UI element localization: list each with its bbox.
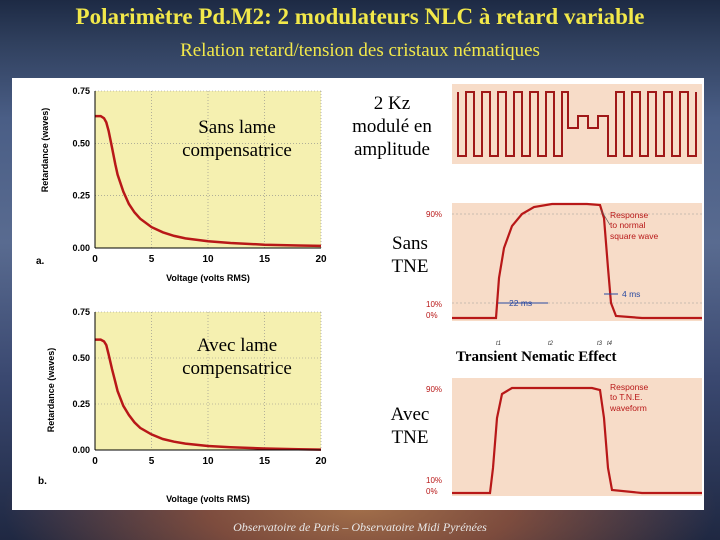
chart-a-ytick-label-0: 0.00 [72, 243, 90, 253]
caption-transient-nematic-effect: Transient Nematic Effect [456, 349, 617, 365]
chart-b-xtick-label-0: 0 [92, 456, 98, 467]
chart-b-series-line [95, 338, 322, 451]
tne-level-10-label: 10% [426, 476, 442, 485]
page-subtitle: Relation retard/tension des cristaux ném… [180, 40, 540, 61]
chart-a-ylabel: Retardance (waves) [40, 108, 50, 193]
response-normal-bg [452, 203, 702, 321]
caption-sans-tne: Sans TNE [391, 233, 429, 277]
chart-b-xtick-label-1: 5 [149, 456, 155, 467]
tne-level-90-label: 90% [426, 385, 442, 394]
time-label-t1: t1 [496, 341, 501, 347]
response-normal-annotation: Response to normal square wave [610, 210, 658, 241]
annotation-pointer [600, 209, 611, 226]
chart-b-xtick-label-4: 20 [315, 456, 327, 467]
figure-panel: 0.00 0.25 0.50 0.75 0 5 10 15 20 Retardance (wav… [12, 78, 704, 510]
chart-a-xtick-label-4: 20 [315, 254, 327, 265]
caption-sans-lame: Sans lame compensatrice [182, 117, 292, 161]
chart-a-series-line [95, 114, 322, 248]
chart-a-ytick-label-2: 0.50 [72, 138, 90, 148]
chart-b-xlabel: Voltage (volts RMS) [166, 494, 250, 504]
chart-a-xtick-label-3: 15 [259, 254, 271, 265]
level-10-label: 10% [426, 300, 442, 309]
footer-credits: Observatoire de Paris – Observatoire Mid… [233, 520, 487, 534]
time-label-t3: t3 [597, 341, 603, 347]
chart-a-ytick-label-1: 0.25 [72, 191, 90, 201]
caption-avec-lame: Avec lame compensatrice [182, 335, 292, 379]
tne-level-0-label: 0% [426, 487, 438, 496]
fall-time-label: 4 ms [622, 289, 640, 299]
chart-a: 0.00 0.25 0.50 0.75 0 5 10 15 20 Retardance (wav… [36, 86, 327, 283]
chart-b-ytick-label-0: 0.00 [72, 445, 90, 455]
rise-time-label: 22 ms [509, 298, 532, 308]
chart-a-xtick-label-0: 0 [92, 254, 98, 265]
square-wave-line [457, 91, 697, 157]
chart-b-ytick-label-3: 0.75 [72, 307, 90, 317]
chart-b-ylabel: Retardance (waves) [46, 348, 56, 433]
chart-a-xlabel: Voltage (volts RMS) [166, 273, 250, 283]
chart-a-xtick-label-1: 5 [149, 254, 155, 265]
response-plot-normal: 90% 10% 0% Response to normal square wav… [426, 202, 702, 347]
chart-b-panel-label: b. [38, 476, 47, 487]
chart-b-ytick-label-2: 0.50 [72, 353, 90, 363]
response-plot-tne: 90% 10% 0% Response to T.N.E. waveform [426, 378, 702, 496]
response-tne-annotation: Response to T.N.E. waveform [609, 382, 651, 413]
time-label-t4: t4 [607, 341, 613, 347]
caption-avec-tne: Avec TNE [390, 404, 430, 448]
chart-a-xtick-label-2: 10 [202, 254, 214, 265]
chart-a-ytick-label-3: 0.75 [72, 86, 90, 96]
page-title: Polarimètre Pd.M2: 2 modulateurs NLC à r… [75, 4, 645, 29]
figure-svg: 0.00 0.25 0.50 0.75 0 5 10 15 20 Retardance (wav… [36, 84, 702, 504]
level-0-label: 0% [426, 311, 438, 320]
chart-b-ytick-label-1: 0.25 [72, 399, 90, 409]
chart-b-xtick-label-2: 10 [202, 456, 214, 467]
chart-b-xtick-label-3: 15 [259, 456, 271, 467]
response-normal-curve [452, 202, 702, 320]
chart-a-panel-label: a. [36, 256, 45, 267]
time-label-t2: t2 [548, 341, 554, 347]
response-tne-bg [452, 378, 702, 496]
caption-kz-modulation: 2 Kz modulé en amplitude [352, 93, 432, 160]
level-90-label: 90% [426, 210, 442, 219]
drive-waveform [452, 84, 702, 164]
response-tne-curve [452, 386, 702, 495]
chart-b: 0.00 0.25 0.50 0.75 0 5 10 15 20 Retardance (wav… [38, 307, 327, 504]
